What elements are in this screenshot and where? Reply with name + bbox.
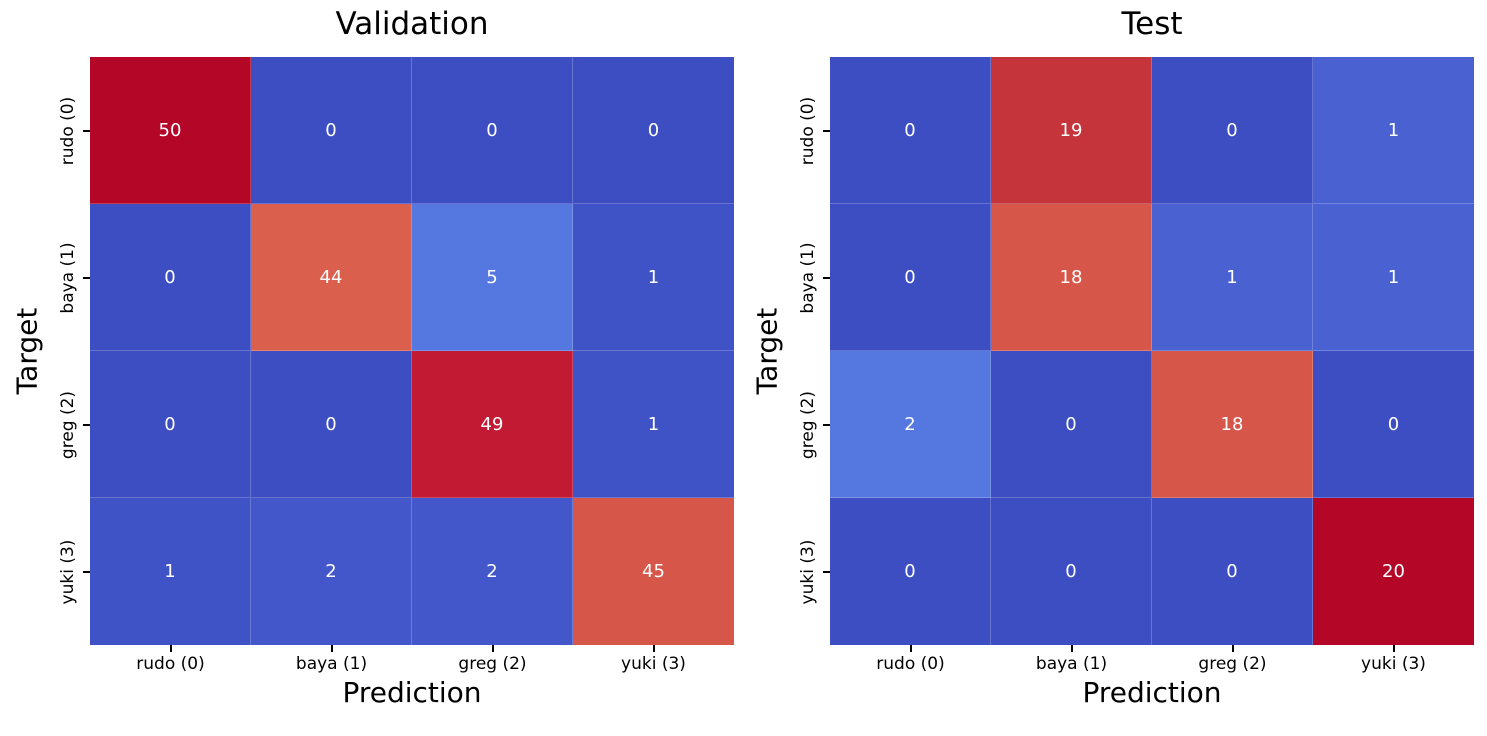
y-tick (823, 423, 830, 426)
heatmap-cell: 2 (251, 498, 412, 645)
heatmap-cell: 44 (251, 204, 412, 351)
x-tick-label: yuki (3) (621, 654, 686, 674)
x-tick (652, 645, 655, 652)
plot-title: Validation (335, 6, 489, 42)
heatmap-cell: 49 (412, 351, 573, 498)
x-tick (1392, 645, 1395, 652)
y-tick (83, 276, 90, 279)
heatmap-cell: 0 (90, 351, 251, 498)
y-tick-label: baya (1) (58, 241, 78, 314)
y-tick (823, 129, 830, 132)
heatmap-cell: 0 (251, 57, 412, 204)
x-tick (1070, 645, 1073, 652)
y-tick (83, 570, 90, 573)
heatmap-cell: 20 (1313, 498, 1474, 645)
heatmap-cell: 0 (830, 57, 991, 204)
plot-title: Test (1121, 6, 1183, 42)
heatmap-cell: 2 (830, 351, 991, 498)
x-tick-label: greg (2) (458, 654, 527, 674)
heatmap-cell: 1 (573, 204, 734, 351)
y-tick-label: greg (2) (58, 390, 78, 459)
subplot-test: Test 0 19 0 1 0 18 1 1 2 0 18 0 0 0 0 20 rudo (0) baya … (740, 0, 1487, 736)
x-axis-label: Prediction (342, 676, 482, 709)
heatmap-cell: 0 (251, 351, 412, 498)
y-tick (823, 570, 830, 573)
heatmap-cell: 1 (573, 351, 734, 498)
heatmap-cell: 45 (573, 498, 734, 645)
x-tick (1231, 645, 1234, 652)
x-tick-label: baya (1) (1035, 654, 1108, 674)
y-tick-label: yuki (3) (58, 539, 78, 604)
y-tick-label: greg (2) (798, 390, 818, 459)
heatmap-cell: 1 (90, 498, 251, 645)
y-axis-label: Target (10, 307, 44, 395)
x-tick (909, 645, 912, 652)
x-tick-label: yuki (3) (1361, 654, 1426, 674)
heatmap-cell: 1 (1152, 204, 1313, 351)
x-tick-label: baya (1) (295, 654, 368, 674)
heatmap-cell: 0 (1313, 351, 1474, 498)
y-tick (83, 129, 90, 132)
heatmap-cell: 1 (1313, 204, 1474, 351)
y-tick-label: yuki (3) (798, 539, 818, 604)
heatmap-test: 0 19 0 1 0 18 1 1 2 0 18 0 0 0 0 20 (830, 57, 1474, 645)
heatmap-cell: 0 (991, 498, 1152, 645)
y-tick-label: rudo (0) (58, 96, 78, 165)
x-tick (169, 645, 172, 652)
x-tick (330, 645, 333, 652)
heatmap-cell: 2 (412, 498, 573, 645)
heatmap-cell: 0 (991, 351, 1152, 498)
heatmap-cell: 0 (90, 204, 251, 351)
y-tick (83, 423, 90, 426)
y-tick-label: rudo (0) (798, 96, 818, 165)
heatmap-cell: 19 (991, 57, 1152, 204)
heatmap-cell: 0 (830, 204, 991, 351)
y-tick-label: baya (1) (798, 241, 818, 314)
x-tick (491, 645, 494, 652)
heatmap-cell: 18 (1152, 351, 1313, 498)
heatmap-cell: 50 (90, 57, 251, 204)
x-tick-label: rudo (0) (876, 654, 945, 674)
x-tick-label: greg (2) (1198, 654, 1267, 674)
heatmap-cell: 0 (1152, 57, 1313, 204)
heatmap-cell: 0 (830, 498, 991, 645)
heatmap-cell: 0 (1152, 498, 1313, 645)
y-axis-label: Target (750, 307, 784, 395)
x-tick-label: rudo (0) (136, 654, 205, 674)
heatmap-cell: 0 (573, 57, 734, 204)
heatmap-validation: 50 0 0 0 0 44 5 1 0 0 49 1 1 2 2 45 (90, 57, 734, 645)
heatmap-cell: 5 (412, 204, 573, 351)
heatmap-cell: 1 (1313, 57, 1474, 204)
x-axis-label: Prediction (1082, 676, 1222, 709)
subplot-validation: Validation 50 0 0 0 0 44 5 1 0 0 49 1 1 2 2 45 rudo (0)… (10, 6, 734, 709)
heatmap-cell: 0 (412, 57, 573, 204)
y-tick (823, 276, 830, 279)
heatmap-cell: 18 (991, 204, 1152, 351)
